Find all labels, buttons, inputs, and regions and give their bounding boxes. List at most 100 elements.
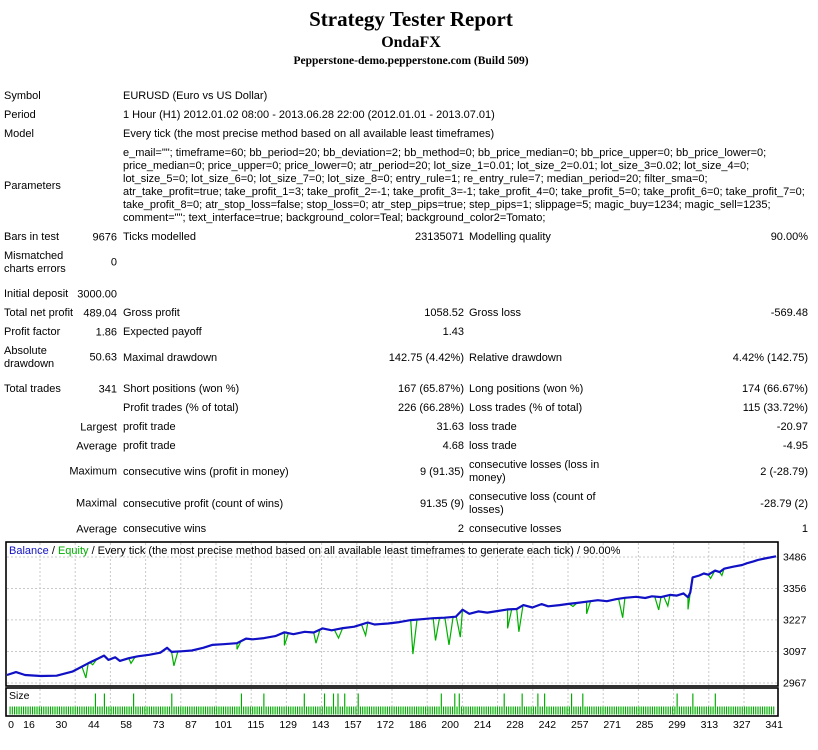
size-bar — [458, 693, 460, 715]
stat-value-cell: Every tick (the most precise method base… — [123, 128, 495, 140]
x-axis-label: 58 — [120, 719, 132, 731]
size-bar — [195, 706, 198, 715]
stat-value-cell: -20.97 — [776, 421, 808, 433]
stat-label-cell: Loss trades (% of total) — [469, 402, 583, 414]
size-bar — [651, 706, 654, 715]
size-bar — [353, 706, 355, 715]
stat-value-cell: EURUSD (Euro vs US Dollar) — [123, 90, 268, 102]
stat-value-cell: 167 (65.87%) — [397, 383, 464, 395]
size-bar — [501, 706, 503, 715]
size-bar — [703, 706, 705, 715]
size-bar — [505, 706, 508, 715]
size-bar — [620, 706, 622, 715]
size-bar — [555, 706, 557, 715]
stat-label-cell: Average — [4, 520, 118, 539]
size-bar — [674, 706, 676, 715]
size-bar — [27, 706, 29, 715]
size-bar — [386, 706, 388, 715]
size-bar — [70, 706, 72, 715]
report-row: Parameters e_mail=""; timeframe=60; bb_pe… — [4, 144, 808, 228]
x-axis-label: 200 — [441, 719, 459, 731]
size-bar — [34, 706, 36, 715]
size-bar — [559, 706, 561, 715]
stat-value-cell: 142.75 (4.42%) — [388, 351, 464, 364]
size-bar — [761, 706, 764, 715]
size-bar — [317, 706, 319, 715]
stat-label-cell: consecutive profit (count of wins) — [123, 497, 284, 510]
stat-label-cell: Absolute drawdown 50.63 — [4, 342, 118, 374]
size-bar — [766, 706, 768, 715]
size-bar — [425, 706, 427, 715]
report-row: Average consecutive wins 2 consecutive loss… — [4, 520, 808, 539]
size-bar — [97, 706, 99, 715]
size-bar — [678, 706, 680, 715]
size-bar — [283, 706, 285, 715]
size-bar — [164, 706, 166, 715]
size-bar — [750, 706, 752, 715]
size-bar — [58, 706, 61, 715]
size-bar — [454, 693, 456, 715]
x-axis-label: 327 — [733, 719, 751, 731]
size-bar — [191, 706, 193, 715]
size-bar — [362, 706, 364, 715]
size-bar — [588, 706, 591, 715]
stat-value-cell: 115 (33.72%) — [742, 402, 808, 414]
size-bar — [730, 706, 732, 715]
stat-label-cell: Long positions (won %) — [469, 383, 584, 395]
size-bar — [326, 706, 328, 715]
size-bar — [645, 706, 647, 715]
stat-value: 1.86 — [95, 326, 117, 338]
size-bar — [732, 706, 734, 715]
size-bar — [247, 706, 249, 715]
stat-label-cell — [118, 285, 348, 304]
size-bar — [503, 693, 505, 715]
stat-value-cell: 31.63 — [436, 421, 464, 433]
size-bar — [308, 706, 310, 715]
size-bar — [438, 706, 440, 715]
stat-label-cell: Total net profit 489.04 — [4, 304, 118, 323]
size-bar — [566, 706, 568, 715]
size-bar — [672, 706, 674, 715]
balance-equity-chart: Balance / Equity / Every tick (the most … — [4, 541, 818, 737]
size-bar — [162, 706, 164, 715]
size-bar — [47, 706, 49, 715]
size-bar — [339, 706, 341, 715]
size-bar — [16, 706, 18, 715]
stat-value-cell: 4.68 — [442, 440, 464, 452]
stat-label: Model — [4, 128, 34, 140]
size-bar — [564, 706, 566, 715]
size-bar — [663, 706, 665, 715]
stat-value: 3000.00 — [77, 288, 117, 300]
size-bar — [404, 706, 406, 715]
size-bar — [411, 706, 413, 715]
size-bar — [29, 706, 31, 715]
size-bar — [328, 706, 330, 715]
stat-value: Maximum — [69, 465, 117, 478]
size-bar — [171, 693, 173, 715]
size-bar — [768, 706, 770, 715]
y-axis-label: 3097 — [783, 646, 807, 658]
stat-value-cell — [632, 323, 808, 342]
report-row: Mismatched charts errors 0 — [4, 247, 808, 279]
chart-area: Balance / Equity / Every tick (the most … — [4, 541, 818, 742]
size-bar — [22, 706, 25, 715]
size-bar — [83, 706, 85, 715]
size-bar — [465, 706, 467, 715]
x-axis-label: 299 — [668, 719, 686, 731]
size-bar — [627, 706, 629, 715]
size-bar — [631, 706, 633, 715]
size-bar — [380, 706, 382, 715]
size-bar — [604, 706, 606, 715]
size-bar — [521, 693, 523, 715]
size-bar — [737, 706, 739, 715]
stat-value-cell: 4.42% (142.75) — [732, 351, 808, 364]
size-bar — [719, 706, 721, 715]
size-bar — [236, 706, 238, 715]
size-bar — [447, 706, 449, 715]
size-bar — [112, 706, 114, 715]
size-bar — [746, 706, 748, 715]
y-axis-label: 3227 — [783, 614, 807, 626]
size-bar — [207, 706, 209, 715]
size-bar — [135, 706, 137, 715]
stat-label-cell: consecutive losses (loss in money) — [469, 459, 600, 484]
